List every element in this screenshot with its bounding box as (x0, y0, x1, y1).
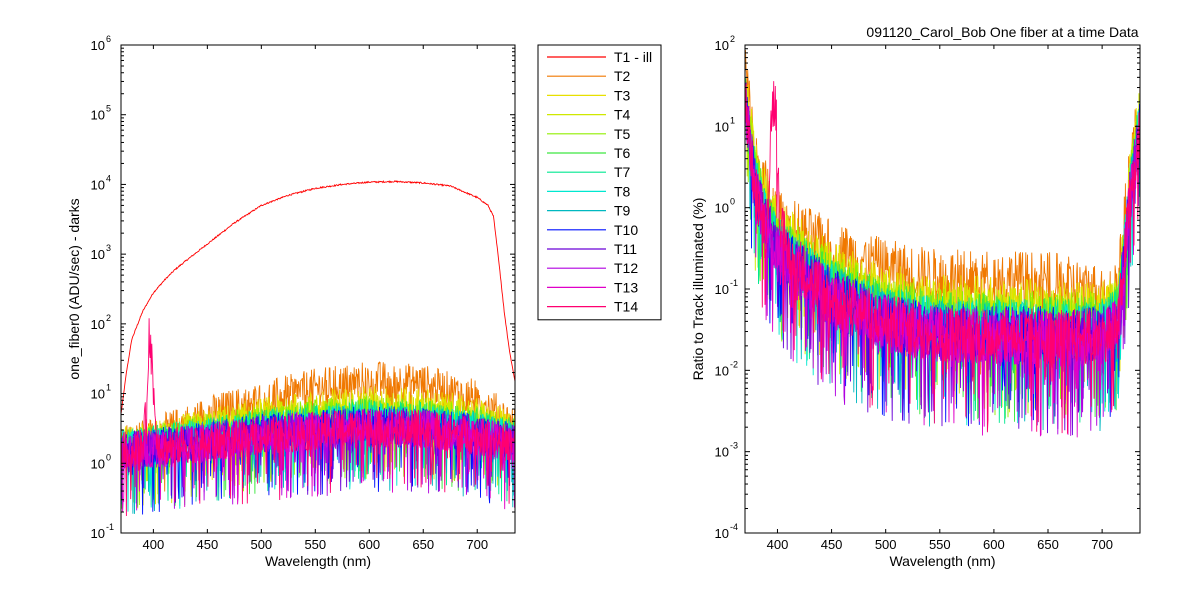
series-line-t14 (121, 318, 515, 517)
series-line-t1-ill (121, 180, 515, 415)
y-tick-exponent: 2 (106, 313, 111, 323)
x-tick-label: 700 (1091, 537, 1113, 552)
chart-title: 091120_Carol_Bob One fiber at a time Dat… (866, 24, 1138, 40)
legend-label-t14: T14 (614, 299, 638, 315)
legend-label-t11: T11 (614, 241, 637, 257)
y-tick-label: 10 (715, 201, 729, 216)
x-tick-label: 600 (983, 537, 1005, 552)
legend-label-t2: T2 (614, 68, 631, 84)
y-tick-label: 10 (715, 282, 729, 297)
y-tick-exponent: 4 (106, 173, 111, 183)
legend-label-t1-ill: T1 - ill (614, 49, 652, 65)
x-tick-label: 550 (304, 537, 326, 552)
y-tick-label: 10 (91, 108, 105, 123)
series-group (121, 180, 515, 517)
x-tick-label: 500 (875, 537, 897, 552)
y-tick-exponent: 0 (730, 197, 735, 207)
legend-label-t9: T9 (614, 203, 631, 219)
y-tick-exponent: 1 (730, 115, 735, 125)
y-tick-label: 10 (715, 363, 729, 378)
y-tick-label: 10 (91, 456, 105, 471)
y-tick-label: 10 (715, 119, 729, 134)
legend-label-t4: T4 (614, 107, 631, 123)
y-tick-label: 10 (91, 177, 105, 192)
series-group (745, 50, 1140, 438)
y-axis-label: Ratio to Track illuminated (%) (690, 198, 706, 381)
y-tick-exponent: -1 (730, 278, 738, 288)
y-tick-label: 10 (715, 445, 729, 460)
legend-box (537, 44, 662, 321)
y-tick-label: 10 (91, 526, 105, 541)
legend-label-t5: T5 (614, 126, 631, 142)
x-tick-label: 550 (929, 537, 951, 552)
x-tick-label: 500 (250, 537, 272, 552)
legend-label-t3: T3 (614, 87, 631, 103)
legend-label-t12: T12 (614, 260, 638, 276)
y-tick-exponent: -3 (730, 441, 738, 451)
y-tick-exponent: 6 (106, 34, 111, 44)
y-tick-label: 10 (91, 317, 105, 332)
y-tick-label: 10 (91, 38, 105, 53)
series-line-t14 (745, 81, 1140, 434)
legend-label-t7: T7 (614, 164, 631, 180)
x-tick-label: 400 (767, 537, 789, 552)
legend: T1 - ill T2 T3 T4 T5 T6 T7 T8 T9 T10 T11 T12 T13 T14 (537, 44, 662, 321)
x-tick-label: 650 (1037, 537, 1059, 552)
series-line-t13 (745, 110, 1140, 438)
y-tick-exponent: -1 (106, 522, 114, 532)
legend-label-t13: T13 (614, 279, 638, 295)
y-tick-label: 10 (91, 387, 105, 402)
y-tick-exponent: -2 (730, 359, 738, 369)
x-axis-label: Wavelength (nm) (889, 553, 995, 569)
x-tick-label: 650 (412, 537, 434, 552)
legend-label-t6: T6 (614, 145, 631, 161)
series-line-t12 (121, 408, 515, 511)
y-tick-exponent: 3 (106, 243, 111, 253)
x-tick-label: 450 (821, 537, 843, 552)
y-tick-exponent: 2 (730, 34, 735, 44)
x-tick-label: 600 (358, 537, 380, 552)
y-tick-label: 10 (715, 526, 729, 541)
y-tick-exponent: -4 (730, 522, 738, 532)
y-tick-exponent: 0 (106, 452, 111, 462)
y-tick-exponent: 1 (106, 383, 111, 393)
legend-label-t8: T8 (614, 183, 631, 199)
legend-label-t10: T10 (614, 222, 638, 238)
x-tick-label: 700 (466, 537, 488, 552)
y-tick-exponent: 5 (106, 104, 111, 114)
y-tick-label: 10 (715, 38, 729, 53)
x-axis-label: Wavelength (nm) (265, 553, 371, 569)
y-tick-label: 10 (91, 247, 105, 262)
x-tick-label: 400 (143, 537, 165, 552)
y-axis-label: one_fiber0 (ADU/sec) - darks (66, 198, 82, 379)
plot-frame (120, 44, 516, 534)
x-tick-label: 450 (197, 537, 219, 552)
